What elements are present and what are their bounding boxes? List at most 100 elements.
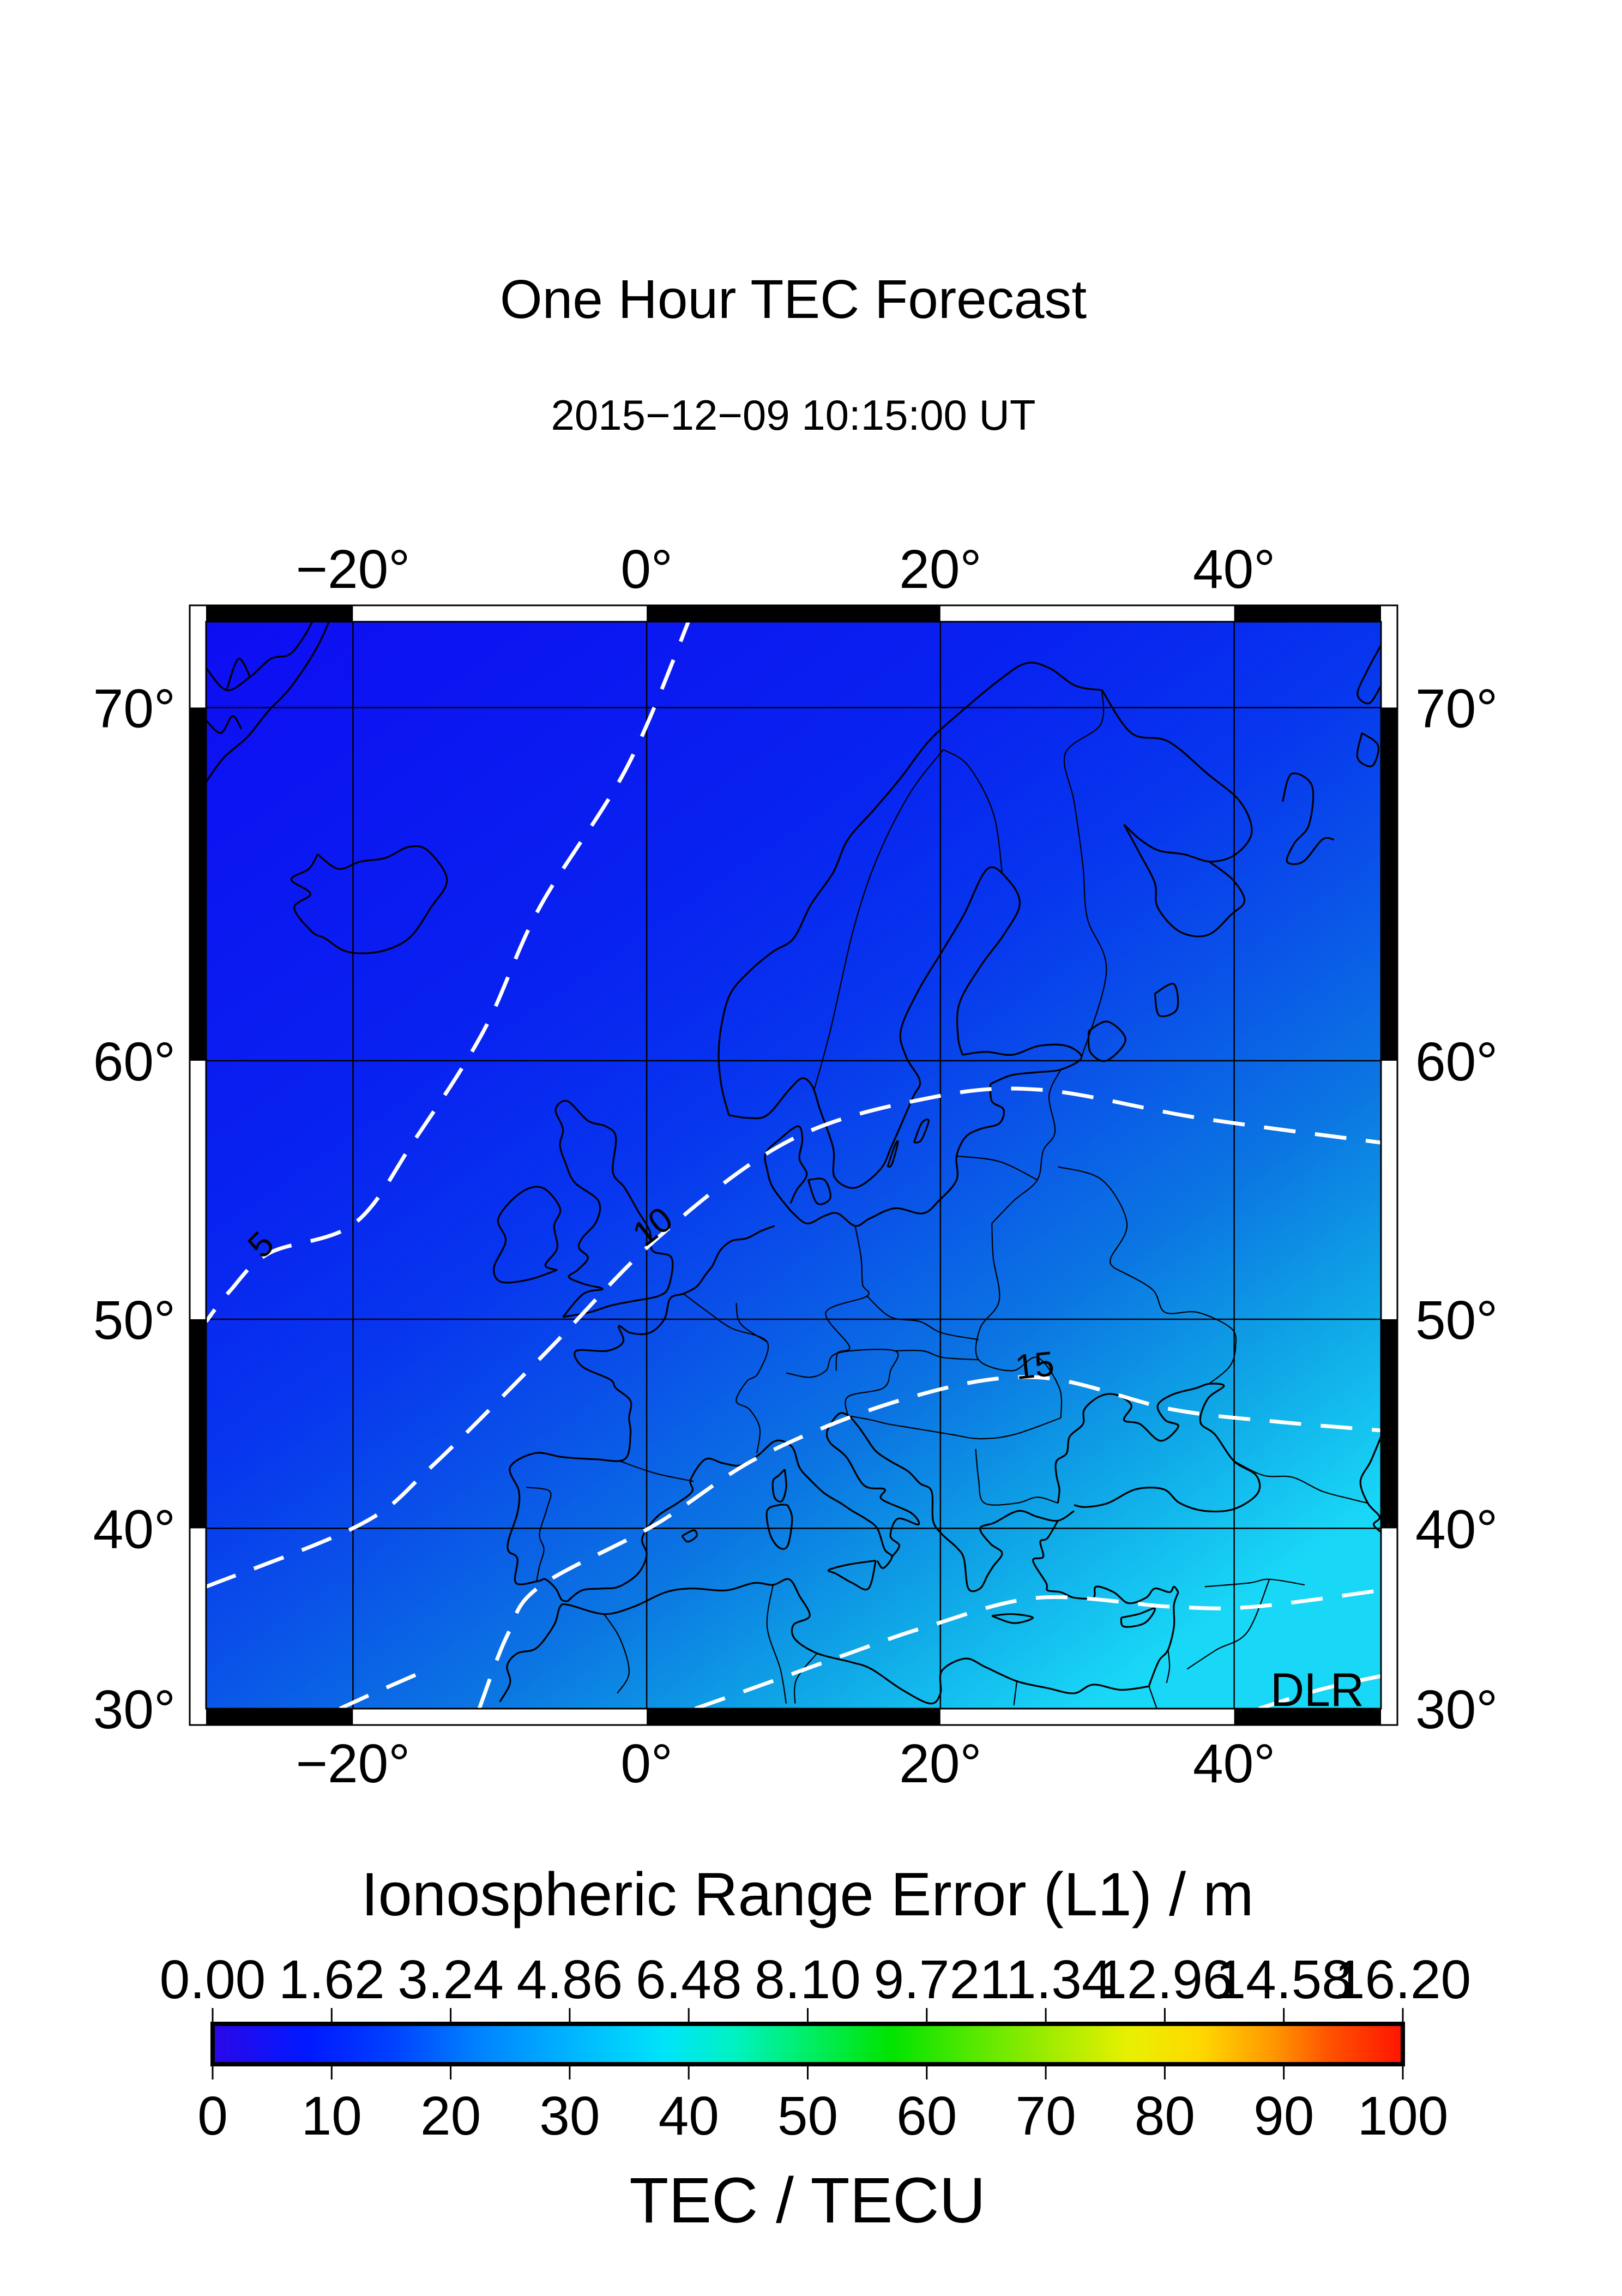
colorbar-value-range-error: 3.24 — [397, 1949, 504, 2010]
coastline-path — [290, 845, 448, 954]
border-path — [991, 1069, 1062, 1224]
colorbar-value-tec: 60 — [896, 2085, 957, 2147]
border-path — [927, 1417, 1062, 1440]
border-path — [1013, 1681, 1018, 1705]
frame-segment-top — [353, 605, 647, 622]
axis-label-top: 0° — [620, 539, 673, 600]
coastline-path — [206, 715, 242, 734]
frame-segment-bottom — [206, 1709, 353, 1725]
border-path — [956, 1155, 1038, 1181]
coastline-path — [1356, 732, 1379, 767]
tec-field — [206, 622, 1381, 1709]
coastline-path — [913, 1119, 930, 1144]
frame-segment-right — [1381, 1528, 1397, 1709]
colorbar-value-range-error: 11.34 — [980, 1949, 1112, 2010]
coastline-path — [1120, 1607, 1156, 1628]
colorbar-value-range-error: 8.10 — [755, 1949, 861, 2010]
contour-path-15 — [477, 1375, 1381, 1709]
axis-label-left: 50° — [93, 1290, 176, 1351]
coastlines — [206, 622, 1381, 1705]
border-path — [1058, 1166, 1128, 1268]
colorbar-value-tec: 20 — [420, 2085, 481, 2147]
coastline-path — [507, 1225, 775, 1602]
colorbar-value-tec: 40 — [659, 2085, 719, 2147]
axis-label-bottom: 20° — [899, 1733, 981, 1794]
border-path — [813, 749, 944, 1090]
border-path — [943, 749, 1003, 873]
frame-segment-left — [190, 707, 206, 1061]
axis-label-top: 20° — [899, 539, 981, 600]
colorbar-value-range-error: 12.96 — [1096, 1949, 1233, 2010]
colorbar-value-range-error: 6.48 — [636, 1949, 742, 2010]
axis-label-right: 30° — [1415, 1679, 1498, 1740]
frame-corner — [1381, 605, 1397, 622]
contour-path-25 — [1258, 1674, 1381, 1709]
colorbar-value-tec: 90 — [1253, 2085, 1314, 2147]
coastline-path — [887, 1140, 899, 1168]
frame-segment-left — [190, 1319, 206, 1529]
border-path — [866, 1295, 979, 1341]
frame-segment-top — [647, 605, 940, 622]
frame-segment-top — [206, 605, 353, 622]
coastline-path — [991, 1613, 1034, 1624]
colorbar-value-tec: 0 — [197, 2085, 228, 2147]
border-path — [825, 1225, 870, 1371]
contour-path-20 — [694, 1588, 1381, 1709]
border-path — [1113, 1267, 1237, 1385]
frame-segment-bottom — [647, 1709, 940, 1725]
colorbar-title: Ionospheric Range Error (L1) / m — [361, 1860, 1253, 1928]
border-path — [1166, 1649, 1171, 1684]
coastline-path — [1101, 689, 1253, 863]
coastline-path — [962, 1043, 1083, 1085]
colorbar-value-tec: 80 — [1135, 2085, 1195, 2147]
colorbar-value-tec: 70 — [1015, 2085, 1076, 2147]
colorbar-value-range-error: 4.86 — [517, 1949, 623, 2010]
coastline-path — [1123, 824, 1246, 937]
frame-corner — [190, 605, 206, 622]
page-datetime: 2015−12−09 10:15:00 UT — [551, 391, 1035, 439]
coastline-path — [728, 866, 1021, 1189]
coastline-path — [1054, 1383, 1261, 1513]
axis-label-left: 30° — [93, 1679, 176, 1740]
axis-labels: −20° −20° 0° 0° 20° 20° 40° 40° 70° 70° 60° 60° 50° 5… — [93, 539, 1498, 1794]
frame-segment-right — [1381, 622, 1397, 708]
axis-label-left: 60° — [93, 1031, 176, 1092]
frame-corner — [190, 1709, 206, 1725]
frame-segment-right — [1381, 1319, 1397, 1529]
frame-inner-outline — [205, 621, 1382, 1710]
frame-corner — [1381, 1709, 1397, 1725]
frame-segment-right — [1381, 707, 1397, 1061]
coastline-path — [825, 1412, 920, 1558]
frame-segment-right — [1381, 1060, 1397, 1319]
frame-outer-outline — [189, 604, 1398, 1726]
coastline-path — [1032, 1520, 1179, 1604]
coastline-path — [681, 1529, 698, 1543]
axis-label-right: 50° — [1415, 1290, 1498, 1351]
coastline-path — [1087, 1020, 1126, 1062]
frame-segment-bottom — [353, 1709, 647, 1725]
frame-segment-left — [190, 1060, 206, 1319]
coastline-path — [848, 1415, 1075, 1592]
coastline-path — [1281, 772, 1335, 865]
border-path — [1186, 1579, 1270, 1670]
axis-label-bottom: 0° — [620, 1733, 673, 1794]
contour-path-10 — [206, 1086, 1381, 1589]
coastline-path — [771, 1469, 787, 1503]
frame-segment-left — [190, 622, 206, 708]
border-path — [1063, 690, 1107, 1058]
coastline-path — [827, 1560, 877, 1591]
colorbar-value-tec: 100 — [1358, 2085, 1449, 2147]
frame-segment-bottom — [940, 1709, 1234, 1725]
colorbar: 0.00 0 1.62 10 3.24 20 4.86 30 6.48 40 8.10 50 9.72 6… — [160, 1949, 1471, 2147]
border-path — [766, 1584, 787, 1704]
coastline-path — [1154, 983, 1179, 1018]
border-path — [1234, 1460, 1368, 1504]
axis-label-top: −20° — [296, 539, 411, 600]
border-path — [620, 1460, 694, 1482]
frame-segment-left — [190, 1528, 206, 1709]
coastline-path — [764, 1125, 808, 1212]
axis-label-right: 60° — [1415, 1031, 1498, 1092]
border-path — [786, 1349, 899, 1416]
coastline-path — [765, 1504, 793, 1550]
